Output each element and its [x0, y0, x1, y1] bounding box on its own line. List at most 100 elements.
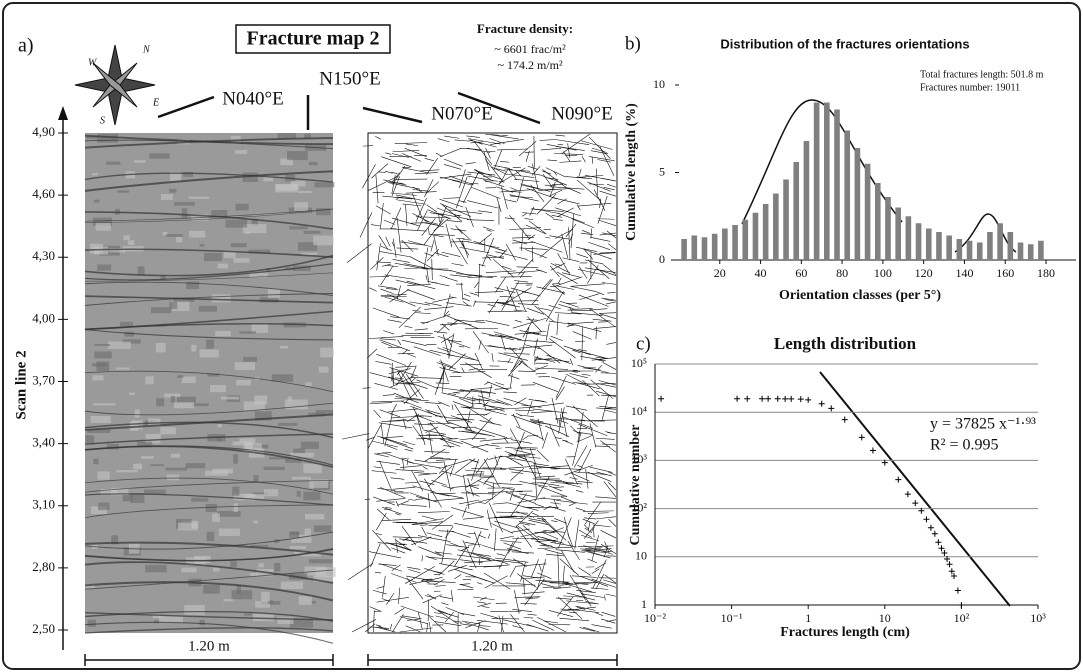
fracture-trace [508, 169, 530, 172]
fracture-trace [403, 167, 430, 174]
fracture-trace [554, 437, 562, 440]
fracture-trace [452, 371, 486, 374]
fracture-trace [546, 354, 571, 364]
fracture-trace [564, 458, 578, 485]
fracture-trace [382, 506, 402, 515]
photo-speckle [117, 190, 130, 193]
fracture-trace [423, 247, 429, 269]
panel-label: c) [636, 333, 651, 354]
photo-speckle [220, 396, 240, 400]
photo-speckle [178, 522, 198, 531]
photo-speckle [236, 584, 242, 595]
fracture-trace [468, 367, 478, 371]
fracture-trace [549, 423, 560, 447]
fracture-trace [569, 611, 577, 614]
fracture-trace [451, 484, 480, 488]
fracture-trace [435, 382, 450, 384]
fracture-trace [392, 258, 410, 263]
fracture-trace [362, 145, 374, 147]
fracture-trace [439, 176, 461, 182]
fracture-trace [450, 507, 485, 518]
fracture-trace [491, 401, 504, 404]
photo-speckle [94, 343, 111, 346]
fracture-trace [581, 593, 605, 598]
photo-speckle [212, 468, 234, 474]
point [923, 516, 930, 523]
fracture-trace [471, 186, 501, 199]
fracture-trace [374, 453, 390, 458]
fracture-trace [592, 318, 612, 322]
fracture-trace [537, 358, 570, 362]
photo-speckle [87, 619, 96, 627]
fracture-trace [537, 572, 552, 579]
fracture-trace [517, 497, 546, 504]
fracture-trace [595, 516, 617, 520]
photo-crack [84, 421, 334, 439]
compass-label: N [142, 44, 151, 55]
photo-speckle [302, 551, 321, 557]
fracture-trace [376, 451, 392, 455]
photo-speckle [87, 429, 111, 434]
photo-speckle [251, 323, 268, 333]
fracture-trace [369, 372, 395, 380]
fracture-trace [392, 536, 423, 539]
fracture-trace [395, 194, 424, 202]
fracture-trace [375, 624, 382, 627]
y-tick-label: 10² [631, 500, 647, 514]
fracture-trace [527, 308, 545, 315]
photo-speckle [309, 479, 329, 488]
photo-speckle [203, 252, 222, 262]
fracture-trace [498, 541, 514, 570]
bar [997, 223, 1003, 260]
fracture-trace [421, 580, 430, 584]
fracture-trace [559, 300, 579, 308]
fracture-trace [578, 424, 608, 437]
photo-speckle [96, 361, 110, 372]
fracture-trace [418, 472, 438, 476]
fracture-trace [440, 359, 449, 382]
fracture-trace [519, 522, 530, 526]
fracture-trace [474, 141, 493, 165]
fracture-trace [495, 251, 528, 260]
fracture-trace [554, 518, 567, 524]
fracture-trace [608, 471, 617, 476]
photo-speckle [206, 531, 215, 542]
fracture-trace [535, 475, 556, 478]
photo-speckle [316, 208, 331, 216]
fracture-trace [581, 230, 591, 234]
fracture-trace [454, 547, 467, 567]
fracture-trace [467, 171, 496, 176]
fracture-trace [528, 518, 546, 522]
photo-speckle [149, 153, 170, 159]
photo-crack [84, 402, 334, 416]
fracture-trace [603, 579, 617, 584]
fracture-trace [500, 540, 522, 543]
fracture-trace [393, 238, 397, 258]
fracture-trace [558, 370, 578, 372]
fracture-trace [447, 419, 467, 421]
point [734, 395, 741, 402]
fracture-trace [520, 170, 541, 176]
fracture-trace [450, 228, 467, 232]
fracture-trace [404, 448, 413, 452]
photo-speckle [199, 244, 205, 247]
fracture-trace [476, 620, 509, 625]
fracture-trace [599, 406, 617, 409]
photo-speckle [297, 191, 312, 194]
fracture-trace [590, 150, 609, 155]
fracture-trace [383, 179, 407, 186]
bar [905, 216, 912, 260]
bar [936, 232, 942, 260]
fracture-trace [499, 296, 515, 298]
fracture-trace [535, 399, 545, 402]
fracture-trace [579, 575, 609, 587]
fracture-trace [597, 159, 611, 163]
fracture-trace [532, 333, 548, 337]
fracture-trace [503, 352, 530, 355]
fracture-trace [382, 394, 395, 396]
fracture-trace [576, 431, 593, 435]
bar [783, 179, 789, 260]
fracture-trace [369, 626, 390, 629]
x-tick-label: 1 [805, 611, 811, 625]
photo-speckle [166, 234, 183, 237]
